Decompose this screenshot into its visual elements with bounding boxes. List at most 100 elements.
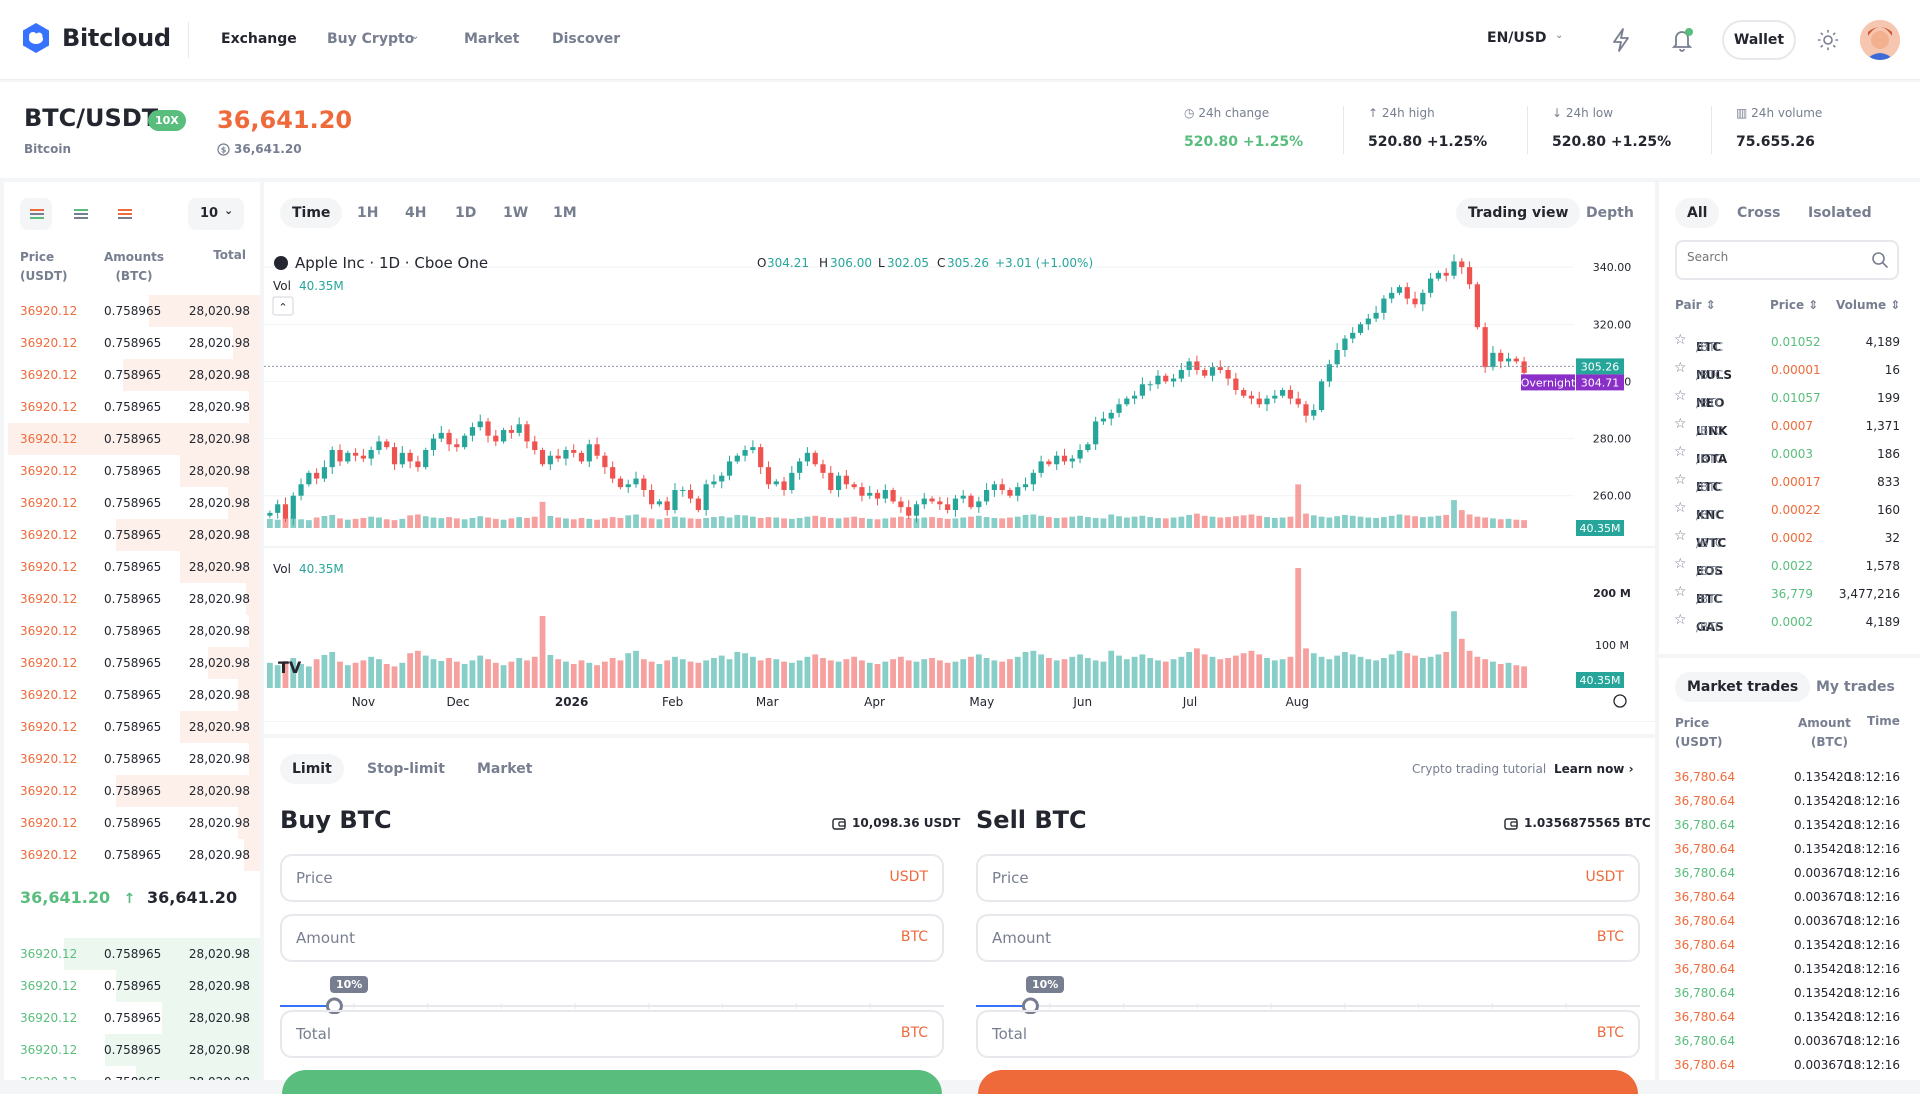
nav-discover[interactable]: Discover [552, 31, 621, 47]
tab-cross[interactable]: Cross [1737, 205, 1781, 221]
tab-1w[interactable]: 1W [503, 205, 529, 221]
orderbook-bids-icon[interactable] [74, 209, 88, 211]
orderbook-row[interactable]: 36920.12 0.758965 28,020.98 [4, 711, 260, 743]
logo[interactable]: Bitcloud [20, 22, 171, 54]
orderbook-row[interactable]: 36920.12 0.758965 28,020.98 [4, 1034, 260, 1066]
candle [376, 441, 382, 450]
orderbook-row[interactable]: 36920.12 0.758965 28,020.98 [4, 455, 260, 487]
star-icon[interactable]: ☆ [1674, 360, 1687, 376]
tab-stop-limit[interactable]: Stop-limit [367, 761, 445, 777]
search-icon[interactable] [1871, 251, 1889, 269]
search-field[interactable] [1675, 240, 1899, 280]
orderbook-row[interactable]: 36920.12 0.758965 28,020.98 [4, 839, 260, 871]
orderbook-row[interactable]: 36920.12 0.758965 28,020.98 [4, 807, 260, 839]
tab-isolated[interactable]: Isolated [1808, 205, 1872, 221]
learn-now-link[interactable]: Learn now › [1554, 762, 1634, 776]
tab-market[interactable]: Market [477, 761, 533, 777]
nav-buy-crypto[interactable]: Buy Crypto [327, 31, 415, 47]
orderbook-row[interactable]: 36920.12 0.758965 28,020.98 [4, 743, 260, 775]
volume-bar [1342, 514, 1348, 528]
orderbook-row[interactable]: 36920.12 0.758965 28,020.98 [4, 423, 260, 455]
col-volume-header[interactable]: Volume ⇕ [1836, 298, 1901, 312]
market-row[interactable]: ☆ EOS/BTC 0.0022 1,578 [1674, 554, 1900, 578]
avatar[interactable] [1860, 20, 1900, 60]
buy-total-field[interactable]: Total BTC [280, 1010, 944, 1058]
tab-market-trades[interactable]: Market trades [1675, 672, 1811, 702]
view-both-button[interactable] [20, 198, 52, 230]
star-icon[interactable]: ☆ [1674, 556, 1687, 572]
orderbook-asks-icon[interactable] [118, 209, 132, 211]
tab-all[interactable]: All [1675, 198, 1720, 228]
star-icon[interactable]: ☆ [1674, 500, 1687, 516]
tab-limit[interactable]: Limit [280, 754, 344, 784]
orderbook-row[interactable]: 36920.12 0.758965 28,020.98 [4, 487, 260, 519]
orderbook-row[interactable]: 36920.12 0.758965 28,020.98 [4, 327, 260, 359]
pair-symbol[interactable]: BTC/USDT [24, 104, 159, 132]
orderbook-row[interactable]: 36920.12 0.758965 28,020.98 [4, 970, 260, 1002]
orderbook-row[interactable]: 36920.12 0.758965 28,020.98 [4, 1002, 260, 1034]
orderbook-row[interactable]: 36920.12 0.758965 28,020.98 [4, 583, 260, 615]
orderbook-row[interactable]: 36920.12 0.758965 28,020.98 [4, 519, 260, 551]
depth-bar [243, 839, 260, 871]
market-row[interactable]: ☆ GAS/BTC 0.0002 4,189 [1674, 610, 1900, 634]
orderbook-row[interactable]: 36920.12 0.758965 28,020.98 [4, 775, 260, 807]
col-pair-header[interactable]: Pair ⇕ [1675, 298, 1716, 312]
star-icon[interactable]: ☆ [1674, 388, 1687, 404]
market-row[interactable]: ☆ BTC/BTC 36,779 3,477,216 [1674, 582, 1900, 606]
buy-button[interactable] [282, 1070, 942, 1094]
search-input[interactable] [1687, 250, 1857, 264]
market-row[interactable]: ☆ IOTA/BTC 0.0003 186 [1674, 442, 1900, 466]
orderbook-row[interactable]: 36920.12 0.758965 28,020.98 [4, 615, 260, 647]
buy-price-field[interactable]: Price USDT [280, 854, 944, 902]
sell-amount-field[interactable]: Amount BTC [976, 914, 1640, 962]
price-chart[interactable]: 340.00320.00300.00280.00260.00305.26Over… [264, 240, 1655, 722]
tab-time[interactable]: Time [280, 198, 343, 228]
market-row[interactable]: ☆ LINK/BTC 0.0007 1,371 [1674, 414, 1900, 438]
nav-market[interactable]: Market [464, 31, 520, 47]
star-icon[interactable]: ☆ [1674, 416, 1687, 432]
sell-percent-slider[interactable]: 10% [976, 976, 1640, 1015]
orderbook-row[interactable]: 36920.12 0.758965 28,020.98 [4, 359, 260, 391]
orderbook-row[interactable]: 36920.12 0.758965 28,020.98 [4, 551, 260, 583]
sell-total-field[interactable]: Total BTC [976, 1010, 1640, 1058]
orderbook-row[interactable]: 36920.12 0.758965 28,020.98 [4, 391, 260, 423]
orderbook-row[interactable]: 36920.12 0.758965 28,020.98 [4, 295, 260, 327]
chevron-down-icon[interactable]: ⌄ [1555, 30, 1564, 41]
star-icon[interactable]: ☆ [1674, 444, 1687, 460]
orderbook-row[interactable]: 36920.12 0.758965 28,020.98 [4, 1066, 260, 1080]
market-row[interactable]: ☆ NEO/BTC 0.01057 199 [1674, 386, 1900, 410]
orderbook-row[interactable]: 36920.12 0.758965 28,020.98 [4, 647, 260, 679]
tab-my-trades[interactable]: My trades [1816, 679, 1895, 695]
star-icon[interactable]: ☆ [1674, 472, 1687, 488]
star-icon[interactable]: ☆ [1674, 528, 1687, 544]
market-row[interactable]: ☆ NULS/BTC 0.00001 16 [1674, 358, 1900, 382]
market-row[interactable]: ☆ ETC/BTC 0.00017 833 [1674, 470, 1900, 494]
nav-exchange[interactable]: Exchange [221, 31, 297, 47]
lightning-icon[interactable] [1610, 27, 1632, 53]
row-count-select[interactable]: 10 ⌄ [188, 198, 244, 230]
tab-1h[interactable]: 1H [357, 205, 379, 221]
tab-1d[interactable]: 1D [455, 205, 477, 221]
buy-percent-slider[interactable]: 10% [280, 976, 944, 1015]
chevron-down-icon[interactable]: ⌄ [411, 31, 420, 42]
tab-4h[interactable]: 4H [405, 205, 427, 221]
sell-price-field[interactable]: Price USDT [976, 854, 1640, 902]
tab-1m[interactable]: 1M [553, 205, 577, 221]
language-currency-selector[interactable]: EN/USD [1487, 30, 1547, 46]
wallet-button[interactable]: Wallet [1722, 20, 1796, 60]
tab-trading-view[interactable]: Trading view [1456, 198, 1581, 228]
star-icon[interactable]: ☆ [1674, 332, 1687, 348]
orderbook-row[interactable]: 36920.12 0.758965 28,020.98 [4, 679, 260, 711]
buy-amount-field[interactable]: Amount BTC [280, 914, 944, 962]
market-row[interactable]: ☆ WTC/BTC 0.0002 32 [1674, 526, 1900, 550]
star-icon[interactable]: ☆ [1674, 612, 1687, 628]
bell-icon[interactable] [1670, 27, 1694, 53]
sun-icon[interactable] [1817, 29, 1839, 51]
orderbook-row[interactable]: 36920.12 0.758965 28,020.98 [4, 938, 260, 970]
tab-depth[interactable]: Depth [1586, 205, 1634, 221]
market-row[interactable]: ☆ ETC/BTC 0.01052 4,189 [1674, 330, 1900, 354]
market-row[interactable]: ☆ KNC/BTC 0.00022 160 [1674, 498, 1900, 522]
sell-button[interactable] [978, 1070, 1638, 1094]
col-price-header[interactable]: Price ⇕ [1770, 298, 1819, 312]
star-icon[interactable]: ☆ [1674, 584, 1687, 600]
